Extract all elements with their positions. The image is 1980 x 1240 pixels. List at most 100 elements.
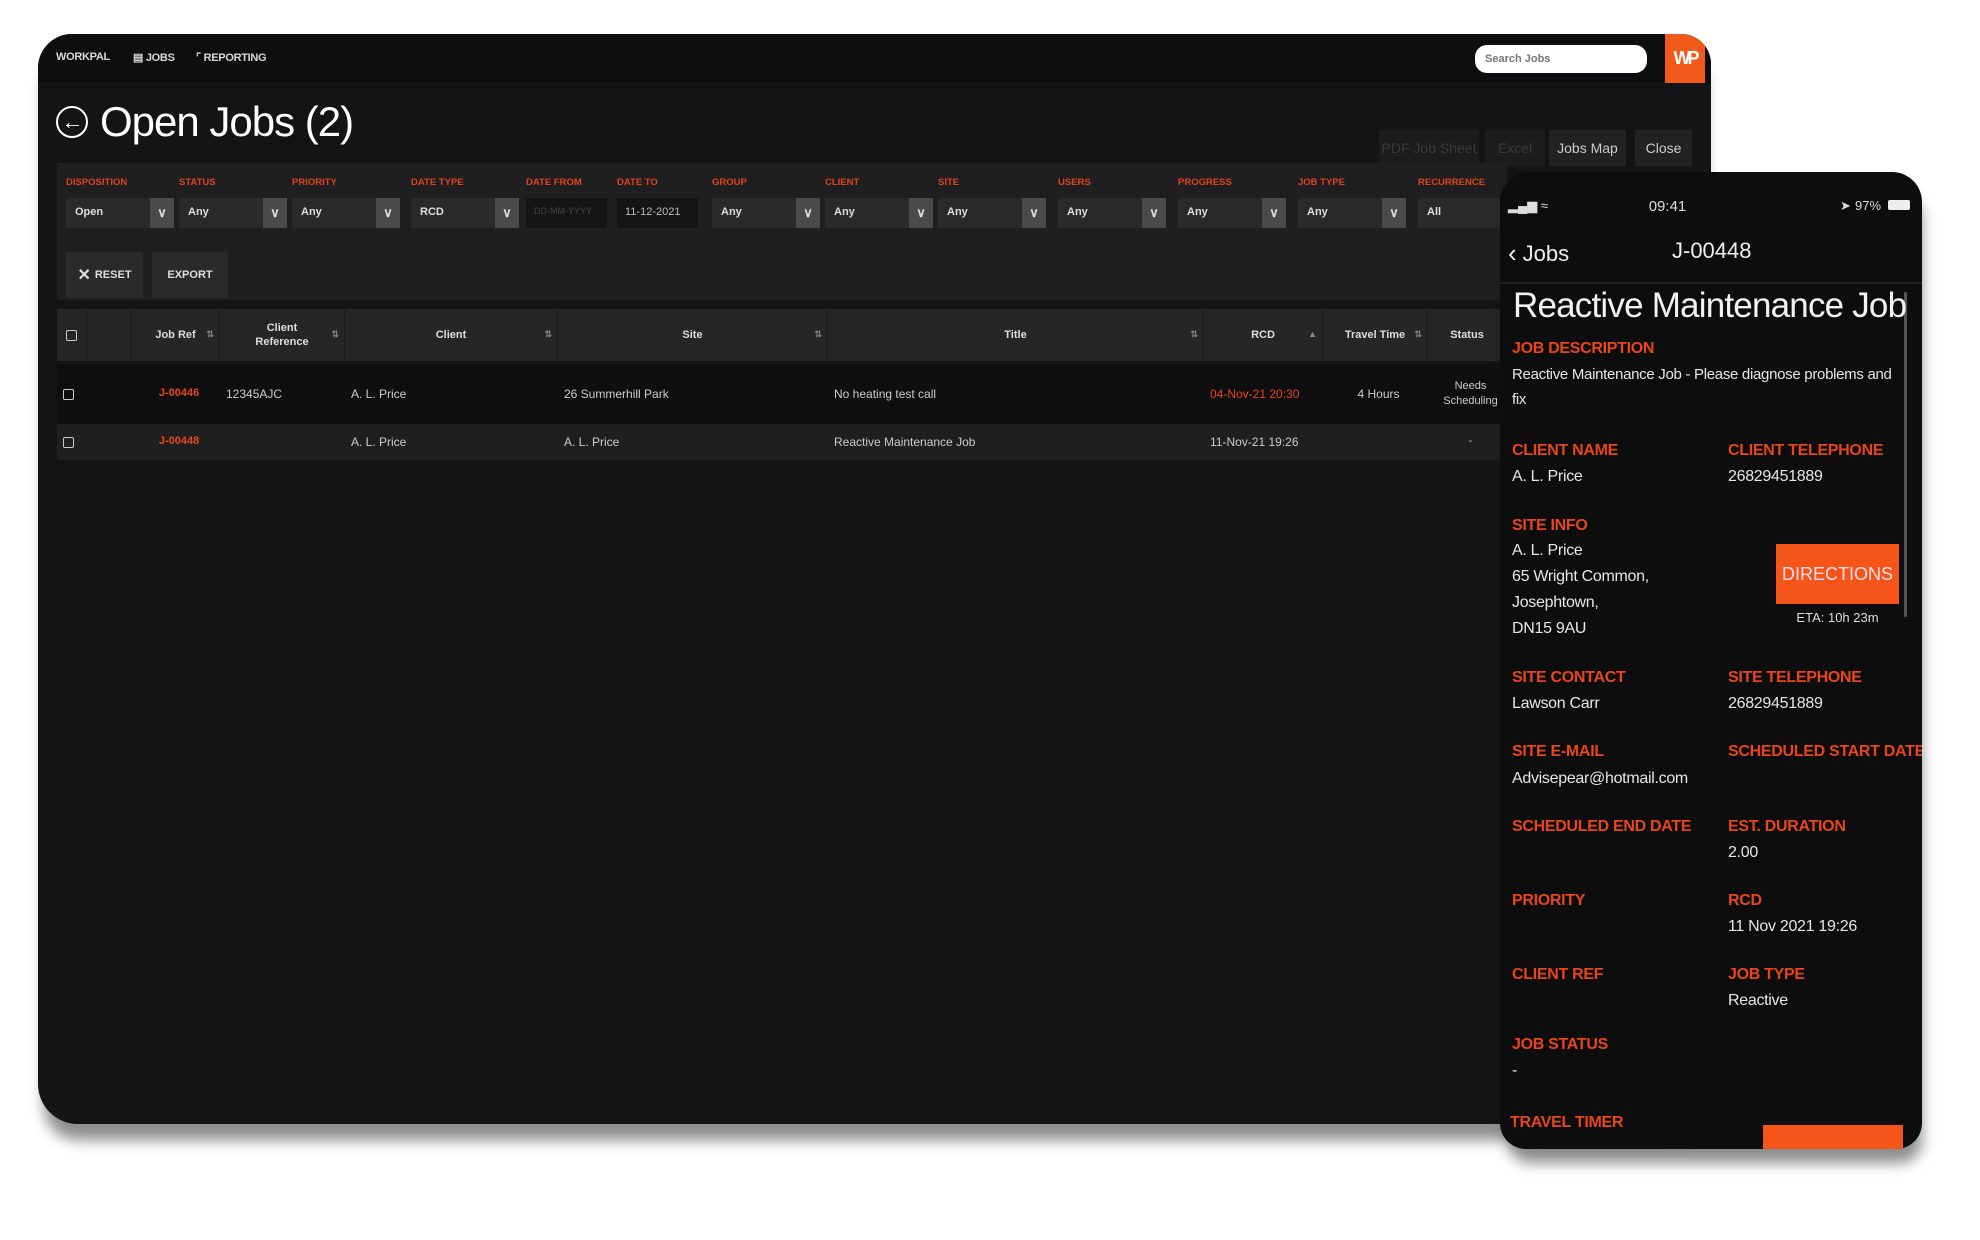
back-arrow-icon[interactable]: ← xyxy=(56,106,88,138)
nav-title: J-00448 xyxy=(1672,238,1752,263)
client-name-label: CLIENT NAME xyxy=(1512,442,1619,459)
job-type-label: JOB TYPE xyxy=(1728,966,1805,983)
date-from-input[interactable]: DD-MM-YYYY xyxy=(526,198,607,228)
desktop-window: WORKPAL ▤ JOBS ⌜ REPORTING WP ← Open Job… xyxy=(38,34,1711,1124)
sort-icon[interactable]: ⇅ xyxy=(814,329,822,339)
scheduled-start-label: SCHEDULED START DATE xyxy=(1728,743,1922,760)
sort-icon[interactable]: ⇅ xyxy=(206,329,214,339)
disposition-select[interactable]: Open ∨ xyxy=(66,198,174,228)
status-time: 09:41 xyxy=(1648,198,1687,215)
sort-icon[interactable]: ⇅ xyxy=(331,329,339,339)
disposition-label: DISPOSITION xyxy=(66,177,128,188)
back-to-jobs[interactable]: ‹ Jobs xyxy=(1508,238,1569,269)
chevron-down-icon: ∨ xyxy=(376,198,400,228)
site-email-value[interactable]: Advisepear@hotmail.com xyxy=(1512,770,1688,787)
job-heading: Reactive Maintenance Job xyxy=(1513,286,1907,325)
checkbox[interactable] xyxy=(63,436,74,448)
column-label: Client Reference xyxy=(255,321,309,348)
column-label: Title xyxy=(1004,328,1027,341)
site-info-line: A. L. Price xyxy=(1512,542,1583,559)
cell-travel-time xyxy=(1323,424,1428,460)
cell-blank xyxy=(87,424,132,460)
column-header-site[interactable]: Site ⇅ xyxy=(558,309,828,361)
group-value: Any xyxy=(721,206,742,218)
cell-blank xyxy=(87,364,132,424)
column-header-job-ref[interactable]: Job Ref ⇅ xyxy=(132,309,220,361)
priority-select[interactable]: Any ∨ xyxy=(292,198,400,228)
travel-timer-button[interactable] xyxy=(1763,1125,1903,1149)
column-label: Job Ref xyxy=(155,328,196,341)
sort-icon[interactable]: ▲ xyxy=(1308,329,1317,339)
pdf-job-sheet-button[interactable]: PDF Job Sheet xyxy=(1379,130,1479,166)
column-label: Site xyxy=(682,328,703,341)
mobile-job-detail: ▂▄▆ ≈ 09:41 ➤ 97% ‹ Jobs J-00448 Reactive… xyxy=(1500,172,1922,1149)
sort-icon[interactable]: ⇅ xyxy=(1414,329,1422,339)
column-header-title[interactable]: Title ⇅ xyxy=(828,309,1204,361)
nav-reporting[interactable]: ⌜ REPORTING xyxy=(196,51,267,64)
column-label: Status xyxy=(1450,328,1484,341)
column-label: RCD xyxy=(1251,328,1275,341)
scrollbar[interactable] xyxy=(1904,292,1907,617)
nav-jobs[interactable]: ▤ JOBS xyxy=(133,51,175,64)
table-row[interactable]: J-00446 12345AJC A. L. Price 26 Summerhill … xyxy=(57,364,1507,424)
site-telephone-value[interactable]: 26829451889 xyxy=(1728,695,1823,712)
cell-job-ref[interactable]: J-00446 xyxy=(158,387,200,400)
column-header-client[interactable]: Client ⇅ xyxy=(345,309,558,361)
client-select[interactable]: Any ∨ xyxy=(825,198,933,228)
site-contact-value: Lawson Carr xyxy=(1512,695,1600,712)
status-select[interactable]: Any ∨ xyxy=(179,198,287,228)
status-value: Any xyxy=(188,206,209,218)
cell-travel-time: 4 Hours xyxy=(1357,386,1400,401)
table-row[interactable]: J-00448 A. L. Price A. L. Price Reactive Ma… xyxy=(57,424,1507,460)
recurrence-value: All xyxy=(1427,206,1442,218)
date-type-select[interactable]: RCD ∨ xyxy=(411,198,519,228)
column-header-select-all[interactable] xyxy=(57,309,87,361)
column-label: Travel Time xyxy=(1344,328,1406,341)
chevron-down-icon: ∨ xyxy=(1142,198,1166,228)
cell-client-reference xyxy=(220,424,345,460)
nav-reporting-label: REPORTING xyxy=(203,52,267,64)
checkbox[interactable] xyxy=(63,388,74,400)
disposition-value: Open xyxy=(75,206,104,218)
table-header: Job Ref ⇅ Client Reference ⇅ Client ⇅ Site ⇅ Tit… xyxy=(57,309,1507,361)
checkbox-icon[interactable] xyxy=(66,329,77,341)
client-telephone-value[interactable]: 26829451889 xyxy=(1728,468,1823,485)
cell-job-ref[interactable]: J-00448 xyxy=(158,435,200,448)
column-header-client-reference[interactable]: Client Reference ⇅ xyxy=(220,309,345,361)
sort-icon[interactable]: ⇅ xyxy=(544,329,552,339)
brand-link[interactable]: WORKPAL xyxy=(56,51,110,63)
reset-label: RESET xyxy=(94,269,132,281)
recurrence-select[interactable]: All xyxy=(1418,198,1508,228)
excel-button[interactable]: Excel xyxy=(1485,130,1545,166)
search-input[interactable] xyxy=(1475,45,1647,73)
close-button[interactable]: Close xyxy=(1635,130,1692,166)
date-to-input[interactable]: 11-12-2021 xyxy=(617,198,698,228)
job-type-select[interactable]: Any ∨ xyxy=(1298,198,1406,228)
column-header-rcd[interactable]: RCD ▲ xyxy=(1204,309,1323,361)
progress-select[interactable]: Any ∨ xyxy=(1178,198,1286,228)
site-select[interactable]: Any ∨ xyxy=(938,198,1046,228)
column-header-blank[interactable] xyxy=(87,309,132,361)
job-description-value: Reactive Maintenance Job - Please diagno… xyxy=(1512,366,1892,408)
date-type-value: RCD xyxy=(420,206,444,218)
column-header-travel-time[interactable]: Travel Time ⇅ xyxy=(1323,309,1428,361)
directions-button[interactable]: DIRECTIONS xyxy=(1776,544,1899,604)
users-select[interactable]: Any ∨ xyxy=(1058,198,1166,228)
chevron-down-icon: ∨ xyxy=(1262,198,1286,228)
group-select[interactable]: Any ∨ xyxy=(712,198,820,228)
cell-title: Reactive Maintenance Job xyxy=(834,434,976,449)
progress-label: PROGRESS xyxy=(1178,177,1232,188)
export-button[interactable]: EXPORT xyxy=(152,252,228,298)
client-telephone-label: CLIENT TELEPHONE xyxy=(1728,442,1884,459)
site-contact-label: SITE CONTACT xyxy=(1512,669,1626,686)
site-info-line: 65 Wright Common, xyxy=(1512,568,1649,585)
job-description-label: JOB DESCRIPTION xyxy=(1512,340,1655,357)
client-ref-label: CLIENT REF xyxy=(1512,966,1604,983)
workpal-logo[interactable]: WP xyxy=(1665,34,1705,83)
sort-icon[interactable]: ⇅ xyxy=(1190,329,1198,339)
reset-button[interactable]: ✕ RESET xyxy=(66,252,143,298)
column-header-status[interactable]: Status xyxy=(1428,309,1507,361)
row-checkbox-cell xyxy=(57,364,87,424)
client-name-value: A. L. Price xyxy=(1512,468,1583,485)
jobs-map-button[interactable]: Jobs Map xyxy=(1549,130,1626,166)
